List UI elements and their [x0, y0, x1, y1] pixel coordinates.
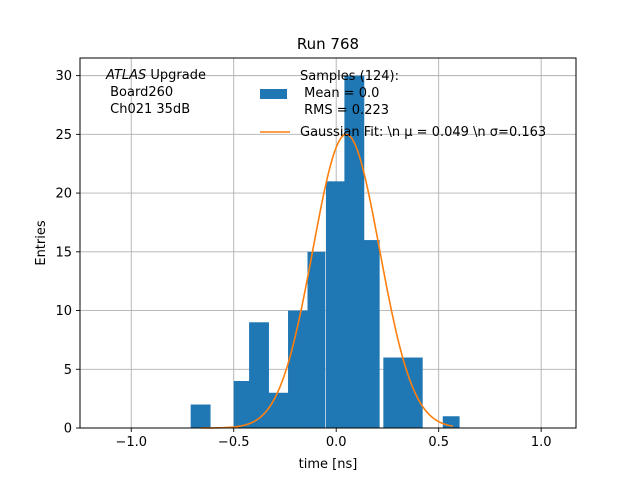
- y-tick-label: 20: [55, 187, 72, 202]
- histogram-bar: [442, 416, 460, 428]
- x-tick-label: 0.5: [428, 435, 449, 450]
- y-tick-label: 10: [55, 304, 72, 319]
- histogram-bar: [233, 381, 250, 428]
- annotation-upgrade: Upgrade: [146, 68, 206, 83]
- x-tick-label: −0.5: [218, 435, 250, 450]
- x-tick-label: 0.0: [326, 435, 347, 450]
- y-tick-label: 15: [55, 245, 72, 260]
- legend-histogram-label-1: Samples (124):: [300, 69, 399, 84]
- chart-title: Run 768: [297, 35, 359, 53]
- gaussian-fit-line: [200, 133, 454, 429]
- histogram-bar: [288, 310, 308, 428]
- histogram-bar: [325, 181, 345, 428]
- y-tick-label: 30: [55, 69, 72, 84]
- plot-frame: [79, 57, 577, 429]
- histogram-bar: [190, 404, 211, 428]
- legend-histogram-label-3: RMS = 0.223: [300, 103, 389, 118]
- legend-histogram-label-2: Mean = 0.0: [300, 86, 379, 101]
- axis-ticks: −1.0 −0.5 0.0 0.5 1.0 0 5 10 15 20 25 30: [55, 69, 551, 450]
- histogram-bar: [363, 240, 380, 428]
- legend-fit-label: Gaussian Fit: \n μ = 0.049 \n σ=0.163: [300, 125, 546, 140]
- atlas-annotation: ATLAS Upgrade Board260 Ch021 35dB: [105, 68, 206, 117]
- annotation-atlas: ATLAS: [105, 68, 146, 83]
- legend: Samples (124): Mean = 0.0 RMS = 0.223 Ga…: [260, 69, 546, 140]
- histogram-bar: [307, 251, 326, 428]
- y-tick-label: 25: [55, 128, 72, 143]
- gaussian-fit-curve: [200, 133, 454, 429]
- y-tick-label: 5: [64, 363, 72, 378]
- annotation-line-1: ATLAS Upgrade: [105, 68, 206, 83]
- x-axis-label: time [ns]: [299, 457, 358, 472]
- legend-histogram-swatch: [260, 89, 287, 99]
- histogram-bars: [190, 75, 460, 428]
- x-tick-label: 1.0: [531, 435, 552, 450]
- x-tick-label: −1.0: [115, 435, 147, 450]
- histogram-bar: [383, 357, 404, 428]
- histogram-bar: [268, 392, 289, 428]
- y-tick-label: 0: [64, 422, 72, 437]
- y-axis-label: Entries: [34, 220, 49, 266]
- annotation-line-2: Board260: [106, 85, 173, 100]
- histogram-bar: [249, 322, 269, 428]
- histogram-bar: [344, 75, 365, 428]
- annotation-line-3: Ch021 35dB: [106, 102, 190, 117]
